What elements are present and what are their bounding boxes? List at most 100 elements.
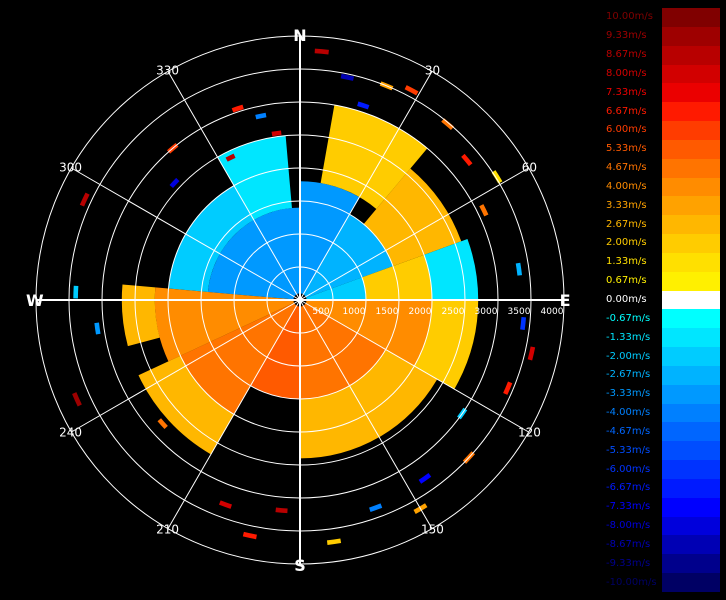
velocity-region-10 (305, 300, 432, 366)
velocity-bin-19 (242, 531, 257, 540)
legend-swatch-9 (662, 177, 720, 197)
legend-label-2: 8.67m/s (606, 49, 647, 61)
spoke-30 (299, 71, 433, 301)
legend-label-25: -6.67m/s (606, 482, 651, 494)
range-label-2000: 2000 (409, 307, 432, 317)
legend-label-19: -2.67m/s (606, 369, 651, 381)
spoke-300 (71, 167, 301, 301)
legend-swatch-22 (662, 422, 720, 442)
velocity-bin-8 (515, 262, 523, 276)
compass-s: S (294, 556, 306, 575)
velocity-region-7 (363, 168, 462, 267)
legend-label-30: -10.00m/s (606, 576, 657, 588)
legend-label-10: 3.33m/s (606, 199, 647, 211)
legend-label-18: -2.00m/s (606, 350, 651, 362)
legend-label-23: -5.33m/s (606, 444, 651, 456)
velocity-bin-23 (94, 322, 101, 335)
legend-swatch-5 (662, 102, 720, 122)
velocity-bin-28 (225, 153, 236, 162)
azimuth-label-60: 60 (522, 161, 537, 175)
range-label-500: 500 (312, 307, 329, 317)
azimuth-label-120: 120 (518, 425, 541, 439)
velocity-bin-20 (218, 500, 232, 509)
legend-label-29: -9.33m/s (606, 557, 651, 569)
compass-w: W (26, 291, 44, 310)
legend-swatch-30 (662, 573, 720, 593)
legend-swatch-28 (662, 535, 720, 555)
range-label-3000: 3000 (475, 307, 498, 317)
velocity-bin-18 (275, 507, 288, 514)
velocity-bin-30 (255, 112, 267, 120)
azimuth-label-330: 330 (156, 64, 179, 78)
velocity-bin-21 (157, 418, 168, 430)
velocity-bin-25 (79, 192, 90, 207)
legend-swatch-4 (662, 83, 720, 103)
velocity-bin-3 (404, 85, 419, 96)
velocity-bin-31 (271, 130, 282, 137)
range-label-3500: 3500 (508, 307, 531, 317)
spoke-330 (167, 71, 301, 301)
legend-swatch-25 (662, 478, 720, 499)
azimuth-label-300: 300 (59, 161, 82, 175)
legend-swatch-26 (662, 497, 720, 518)
legend-swatch-18 (662, 347, 720, 367)
velocity-bin-1 (340, 73, 355, 81)
velocity-region-14 (250, 305, 300, 399)
axis-labels: N E S W 30 60 120 150 210 240 300 330 500 1000 1500 200… (26, 26, 571, 575)
velocity-bin-17 (326, 538, 342, 545)
legend-label-4: 7.33m/s (606, 86, 647, 98)
legend-label-7: 5.33m/s (606, 143, 647, 155)
legend-label-9: 4.00m/s (606, 180, 647, 192)
legend-swatch-20 (662, 384, 720, 405)
velocity-bin-0 (314, 48, 329, 55)
legend-label-16: -0.67m/s (606, 312, 651, 324)
legend-label-11: 2.67m/s (606, 218, 647, 230)
azimuth-label-30: 30 (425, 64, 440, 78)
range-label-4000: 4000 (541, 307, 564, 317)
azimuth-label-240: 240 (59, 425, 82, 439)
legend-swatch-2 (662, 45, 720, 65)
spoke-120 (299, 299, 529, 433)
velocity-bin-22 (72, 392, 82, 407)
legend-swatch-15 (662, 290, 720, 310)
legend-labels: 10.00m/s 9.33m/s 8.67m/s 8.00m/s 7.33m/s 6.67… (604, 8, 660, 592)
spoke-60 (299, 167, 529, 301)
spoke-240 (71, 299, 301, 433)
azimuth-label-210: 210 (156, 522, 179, 536)
legend-swatch-23 (662, 441, 720, 461)
legend-label-26: -7.33m/s (606, 501, 651, 513)
legend-label-17: -1.33m/s (606, 331, 651, 343)
radar-plot: N E S W 30 60 120 150 210 240 300 330 500 1000 1500 200… (26, 26, 571, 575)
legend-label-8: 4.67m/s (606, 162, 647, 174)
legend-swatch-24 (662, 460, 720, 480)
compass-n: N (293, 26, 306, 45)
velocity-region-18 (121, 284, 160, 347)
velocity-bin-16 (369, 503, 383, 512)
legend-label-13: 1.33m/s (606, 256, 647, 268)
legend-swatch-29 (662, 554, 720, 574)
legend-label-14: 0.67m/s (606, 275, 647, 287)
velocity-bin-29 (231, 104, 244, 113)
legend-label-27: -8.00m/s (606, 520, 651, 532)
radar-center (297, 297, 303, 303)
velocity-bin-11 (503, 381, 513, 395)
legend-swatch-3 (662, 64, 720, 84)
legend-label-22: -4.67m/s (606, 425, 651, 437)
legend-label-12: 2.00m/s (606, 237, 647, 249)
velocity-bin-9 (520, 317, 527, 330)
legend-label-21: -4.00m/s (606, 407, 651, 419)
velocity-bin-14 (418, 472, 432, 484)
legend-swatch-14 (662, 271, 720, 292)
velocity-bin-7 (479, 204, 489, 217)
legend-swatch-8 (662, 158, 720, 179)
velocity-region-6 (320, 105, 428, 209)
legend-swatch-11 (662, 215, 720, 235)
legend-swatch-7 (662, 139, 720, 160)
velocity-region-4 (168, 185, 254, 292)
spoke-210 (167, 299, 301, 529)
legend-swatch-0 (662, 8, 720, 28)
velocity-bin-32 (357, 101, 370, 110)
legend-swatch-17 (662, 328, 720, 348)
range-label-2500: 2500 (442, 307, 465, 317)
velocity-bin-6 (491, 170, 503, 184)
